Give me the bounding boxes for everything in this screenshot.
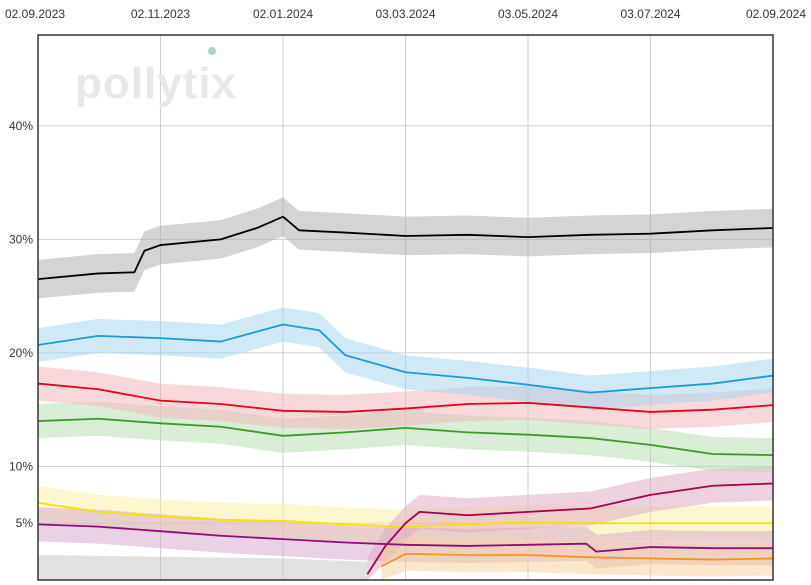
other-band	[38, 555, 368, 580]
y-axis-ticks: 5% 10% 20% 30% 40%	[9, 119, 33, 530]
series-line	[37, 501, 773, 528]
series-line	[37, 523, 773, 553]
x-tick-label: 03.03.2024	[375, 7, 435, 21]
plot-frame	[37, 34, 774, 581]
logo-dot	[208, 47, 216, 55]
plot-area: pollytix	[37, 34, 774, 581]
y-tick-label: 30%	[9, 232, 33, 246]
series-line	[380, 552, 774, 568]
series-line	[37, 382, 774, 413]
x-axis-ticks: 02.09.2023 02.11.2023 02.01.2024 03.03.2024…	[5, 7, 806, 21]
x-tick-label: 02.01.2024	[253, 7, 313, 21]
series-line	[37, 323, 774, 394]
series-lines	[37, 215, 774, 575]
series-line	[37, 417, 774, 457]
y-tick-label: 20%	[9, 346, 33, 360]
x-tick-label: 02.09.2024	[746, 7, 806, 21]
x-tick-label: 02.11.2023	[131, 7, 190, 21]
x-tick-label: 03.05.2024	[498, 7, 558, 21]
series-band	[38, 197, 773, 299]
y-tick-label: 5%	[16, 516, 34, 530]
x-tick-label: 03.07.2024	[620, 7, 680, 21]
series-band	[38, 366, 773, 429]
series-band	[38, 307, 773, 410]
pollytix-logo: pollytix	[75, 47, 237, 108]
series-line	[366, 482, 774, 575]
logo-text: pollytix	[75, 59, 237, 108]
series-line	[37, 215, 774, 281]
y-tick-label: 40%	[9, 119, 33, 133]
x-tick-label: 02.09.2023	[5, 7, 65, 21]
y-tick-label: 10%	[9, 459, 33, 473]
